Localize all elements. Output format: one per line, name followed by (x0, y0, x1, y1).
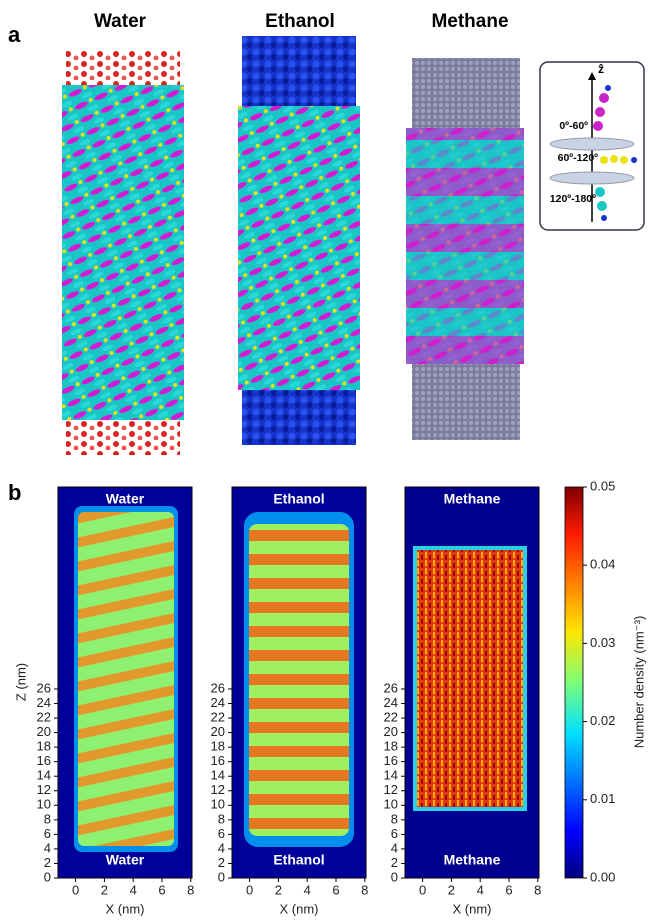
x-tick-label: 0 (246, 882, 253, 897)
heatmap-label: Ethanol (273, 491, 324, 507)
y-tick-label: 10 (384, 797, 398, 812)
x-tick-label: 6 (332, 882, 339, 897)
axis-label: ẑ (598, 62, 604, 76)
y-tick-label: 16 (37, 753, 51, 768)
y-tick-label: 6 (44, 826, 51, 841)
heatmap-label: Methane (444, 491, 501, 507)
y-tick-label: 4 (218, 840, 225, 855)
y-tick-label: 22 (37, 709, 51, 724)
y-tick-label: 2 (44, 855, 51, 870)
x-tick-label: 8 (534, 882, 541, 897)
x-tick-label: 4 (130, 882, 137, 897)
y-tick-label: 14 (384, 768, 398, 783)
y-axis-label: Z (nm) (13, 663, 28, 701)
y-tick-label: 4 (44, 840, 51, 855)
y-tick-label: 12 (37, 782, 51, 797)
methane-render (406, 58, 524, 440)
heatmap-label: Water (106, 852, 145, 868)
y-tick-label: 2 (218, 855, 225, 870)
heatmap (58, 487, 192, 878)
panel-title: Water (94, 11, 147, 32)
x-tick-label: 6 (158, 882, 165, 897)
heatmap-label: Water (106, 491, 145, 507)
y-tick-label: 18 (37, 739, 51, 754)
colorbar (565, 487, 583, 878)
y-tick-label: 12 (211, 782, 225, 797)
panel-label: b (8, 480, 21, 505)
y-tick-label: 8 (218, 811, 225, 826)
x-tick-label: 4 (477, 882, 484, 897)
y-tick-label: 16 (211, 753, 225, 768)
y-tick-label: 12 (384, 782, 398, 797)
y-tick-label: 0 (218, 869, 225, 884)
y-tick-label: 26 (37, 680, 51, 695)
colorbar-tick-label: 0.01 (590, 791, 615, 806)
y-tick-label: 20 (37, 724, 51, 739)
colorbar-label: Number density (nm⁻³) (631, 616, 646, 749)
y-tick-label: 26 (384, 680, 398, 695)
y-tick-label: 24 (211, 695, 225, 710)
x-tick-label: 2 (275, 882, 282, 897)
x-axis-label: X (nm) (280, 901, 319, 916)
y-tick-label: 14 (37, 768, 51, 783)
colorbar-tick-label: 0.02 (590, 713, 615, 728)
y-tick-label: 8 (391, 811, 398, 826)
y-tick-label: 0 (44, 869, 51, 884)
water-render (62, 50, 184, 455)
x-tick-label: 0 (72, 882, 79, 897)
panel-label: a (8, 22, 21, 47)
y-tick-label: 14 (211, 768, 225, 783)
x-tick-label: 4 (304, 882, 311, 897)
y-tick-label: 2 (391, 855, 398, 870)
y-tick-label: 6 (218, 826, 225, 841)
figure: a Water Ethanol Methane ẑ 0º-60º 60º-120… (0, 0, 648, 922)
y-tick-label: 24 (384, 695, 398, 710)
y-tick-label: 20 (384, 724, 398, 739)
range-label: 0º-60º (559, 120, 588, 132)
panel-title: Ethanol (265, 11, 335, 32)
y-tick-label: 4 (391, 840, 398, 855)
colorbar-tick-label: 0.04 (590, 557, 615, 572)
colorbar-tick-label: 0.03 (590, 635, 615, 650)
x-tick-label: 2 (101, 882, 108, 897)
y-tick-label: 8 (44, 811, 51, 826)
heatmap (405, 487, 539, 878)
panel-title: Methane (431, 11, 508, 32)
range-label: 120º-180º (550, 193, 596, 205)
y-tick-label: 22 (384, 709, 398, 724)
y-tick-label: 10 (211, 797, 225, 812)
x-axis-label: X (nm) (106, 901, 145, 916)
heatmap (232, 487, 366, 878)
y-tick-label: 16 (384, 753, 398, 768)
x-tick-label: 0 (419, 882, 426, 897)
y-tick-label: 24 (37, 695, 51, 710)
x-tick-label: 8 (187, 882, 194, 897)
x-tick-label: 6 (505, 882, 512, 897)
y-tick-label: 10 (37, 797, 51, 812)
y-tick-label: 0 (391, 869, 398, 884)
heatmap-label: Ethanol (273, 852, 324, 868)
y-tick-label: 18 (211, 739, 225, 754)
x-tick-label: 8 (361, 882, 368, 897)
ethanol-render (238, 36, 360, 445)
heatmap-label: Methane (444, 852, 501, 868)
x-tick-label: 2 (448, 882, 455, 897)
colorbar-tick-label: 0.00 (590, 869, 615, 884)
y-tick-label: 22 (211, 709, 225, 724)
y-tick-label: 6 (391, 826, 398, 841)
range-label: 60º-120º (558, 152, 599, 164)
orientation-legend: ẑ 0º-60º 60º-120º 120º-180º (540, 62, 644, 230)
colorbar-tick-label: 0.05 (590, 478, 615, 493)
x-axis-label: X (nm) (453, 901, 492, 916)
y-tick-label: 20 (211, 724, 225, 739)
y-tick-label: 18 (384, 739, 398, 754)
y-tick-label: 26 (211, 680, 225, 695)
